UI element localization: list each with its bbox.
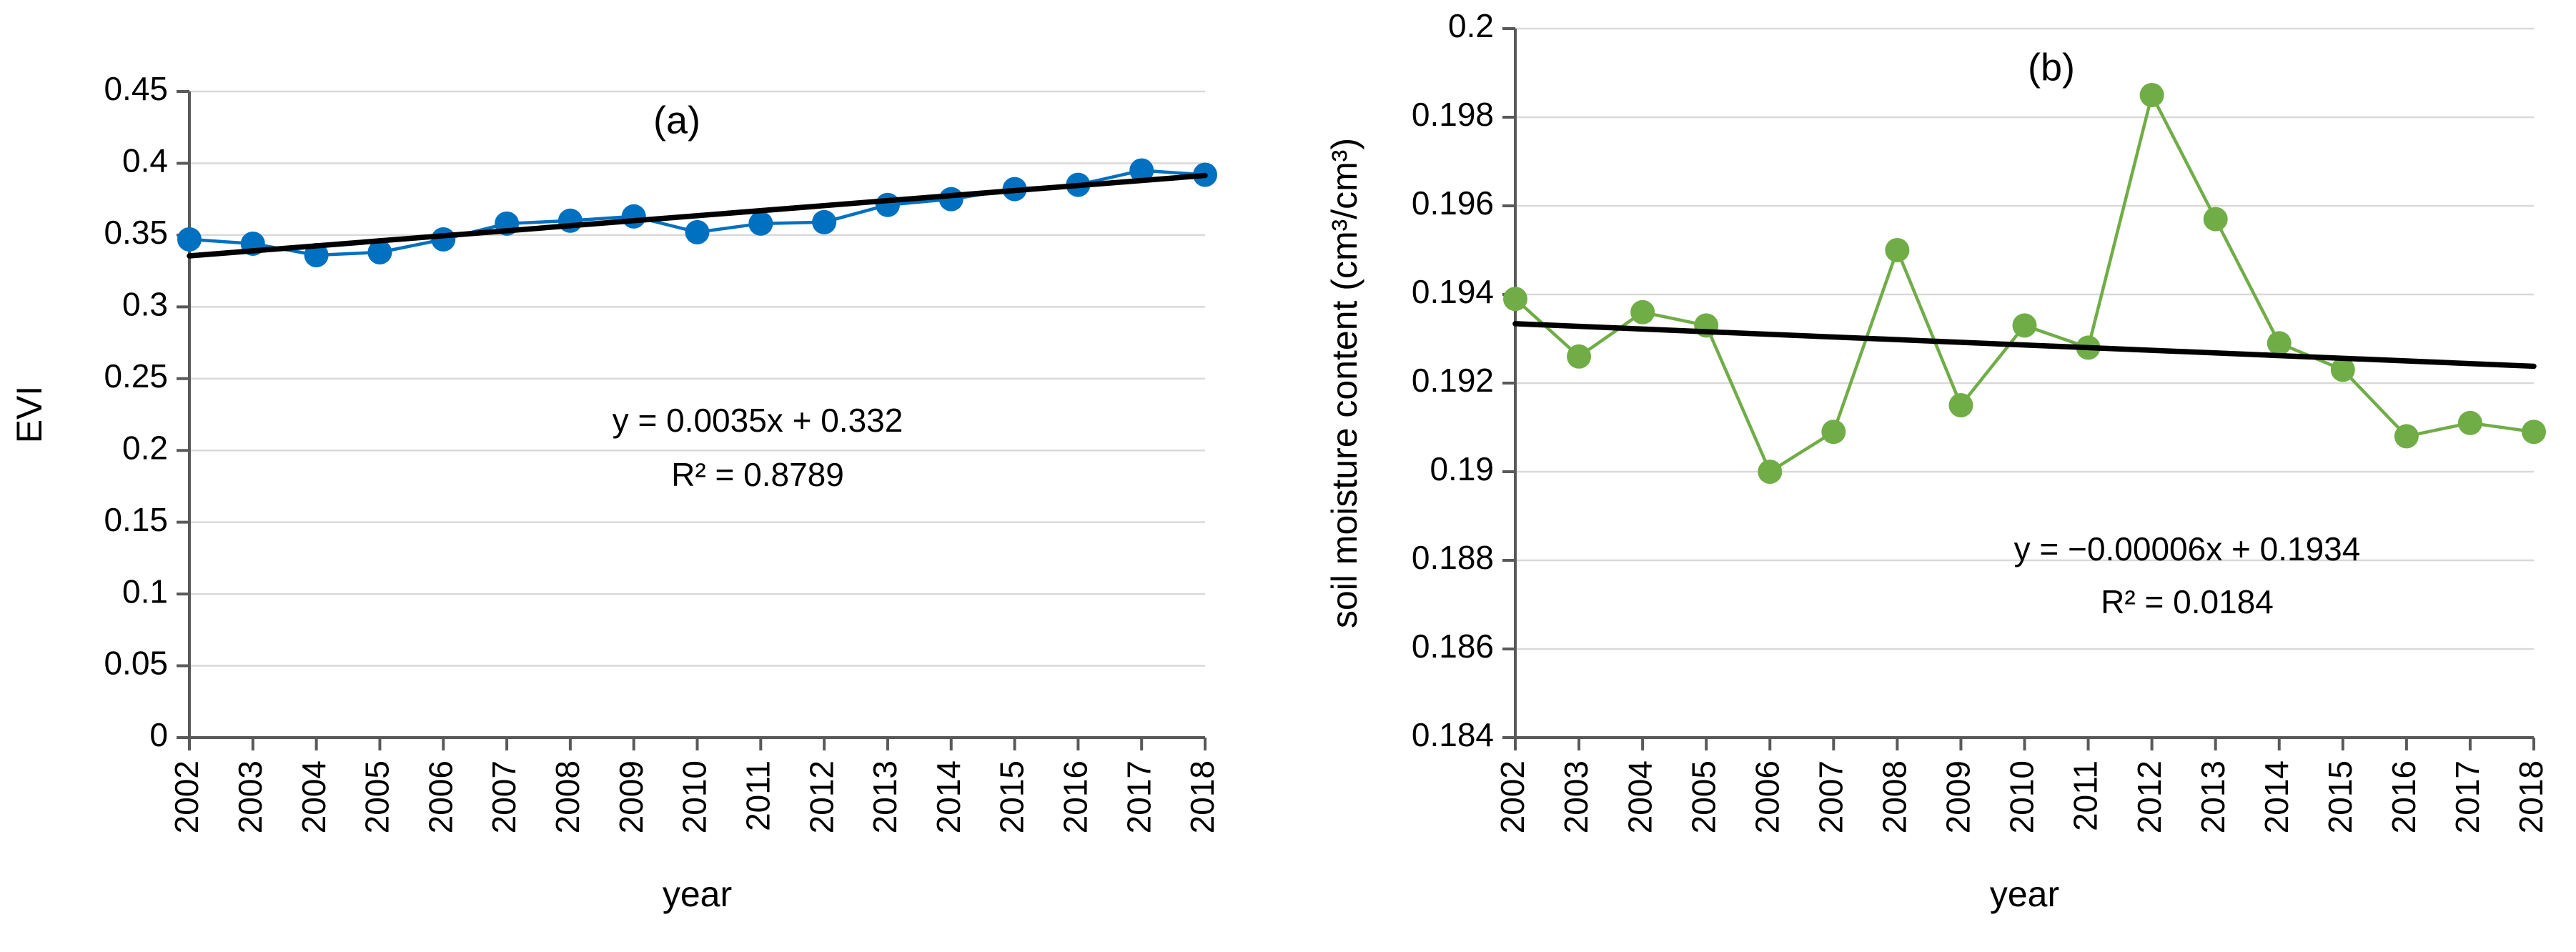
y-tick-label: 0.19 xyxy=(1430,450,1494,487)
x-tick-label: 2006 xyxy=(422,760,459,833)
data-point-2005 xyxy=(367,239,392,264)
x-tick-label: 2004 xyxy=(1621,760,1658,833)
data-point-2014 xyxy=(2267,331,2292,356)
x-tick-label: 2017 xyxy=(1120,760,1157,833)
data-point-2013 xyxy=(875,192,900,217)
y-tick-label: 0.3 xyxy=(122,285,168,322)
x-tick-label: 2013 xyxy=(866,760,903,833)
y-tick-label: 0.184 xyxy=(1412,716,1494,753)
x-tick-label: 2016 xyxy=(2385,760,2422,833)
y-tick-label: 0.45 xyxy=(104,70,168,107)
x-tick-label: 2015 xyxy=(2322,760,2359,833)
x-tick-label: 2003 xyxy=(1557,760,1595,833)
x-tick-label: 2007 xyxy=(485,760,522,833)
data-point-2010 xyxy=(685,219,710,244)
x-tick-label: 2003 xyxy=(232,760,269,833)
y-tick-label: 0.198 xyxy=(1412,96,1494,133)
data-point-2006 xyxy=(431,227,456,252)
x-tick-label: 2010 xyxy=(2003,760,2041,833)
y-tick-label: 0.194 xyxy=(1412,273,1494,310)
data-point-2017 xyxy=(1129,158,1154,183)
y-tick-label: 0.05 xyxy=(104,645,168,682)
y-tick-label: 0.188 xyxy=(1412,539,1494,576)
x-tick-label: 2014 xyxy=(2258,760,2295,833)
trend-line xyxy=(187,172,1208,259)
y-tick-label: 0.192 xyxy=(1412,362,1494,399)
x-tick-label: 2017 xyxy=(2449,760,2486,833)
x-tick-label: 2009 xyxy=(613,760,650,833)
y-tick-label: 0.4 xyxy=(122,142,168,179)
data-point-2003 xyxy=(1567,344,1592,369)
chart-panel-b: 0.184 0.186 0.188 0.19 0.192 0.194 0.196 0.198 0… xyxy=(1324,7,2550,914)
x-tick-label: 2011 xyxy=(739,760,776,831)
data-point-2006 xyxy=(1758,460,1783,484)
x-tick-label: 2008 xyxy=(549,760,586,833)
y-tick-label: 0.2 xyxy=(1448,7,1494,44)
y-tick-label: 0.2 xyxy=(122,429,168,466)
data-point-2018 xyxy=(2522,420,2546,445)
y-tick-label: 0.15 xyxy=(104,501,168,538)
x-tick-label: 2005 xyxy=(1685,760,1722,833)
trend-equation: y = −0.00006x + 0.1934 xyxy=(2014,530,2361,567)
data-point-2008 xyxy=(1885,238,1910,262)
y-tick-label: 0 xyxy=(149,716,168,753)
x-tick-label: 2014 xyxy=(930,760,967,833)
x-tick-label: 2004 xyxy=(295,760,332,833)
series-line xyxy=(1514,93,2535,474)
x-tick-label: 2010 xyxy=(676,760,713,833)
x-tick-label: 2016 xyxy=(1057,760,1094,833)
trend-r-squared: R² = 0.0184 xyxy=(2101,583,2274,620)
data-point-2017 xyxy=(2457,410,2482,435)
y-tick-label: 0.186 xyxy=(1412,628,1494,665)
x-tick-label: 2008 xyxy=(1876,760,1913,833)
trend-equation: y = 0.0035x + 0.332 xyxy=(613,402,903,439)
data-point-2016 xyxy=(2394,424,2419,449)
y-axis-title: soil moisture content (cm³/cm³) xyxy=(1324,138,1364,628)
x-tick-label: 2006 xyxy=(1748,760,1785,833)
data-point-2009 xyxy=(1948,393,1973,417)
data-point-2002 xyxy=(177,227,202,252)
data-point-2004 xyxy=(304,243,329,268)
x-tick-label: 2013 xyxy=(2194,760,2231,833)
data-point-2009 xyxy=(621,204,646,229)
data-point-2010 xyxy=(2012,313,2037,338)
panel-label: (b) xyxy=(2028,46,2075,89)
x-tick-label: 2012 xyxy=(803,760,840,833)
data-point-2004 xyxy=(1630,299,1655,324)
data-point-2007 xyxy=(1821,420,1846,445)
y-tick-label: 0.1 xyxy=(122,572,168,610)
x-tick-label: 2007 xyxy=(1812,760,1849,833)
trend-r-squared: R² = 0.8789 xyxy=(671,456,844,493)
data-point-2013 xyxy=(2203,207,2228,232)
x-tick-label: 2011 xyxy=(2067,760,2104,831)
x-tick-label: 2005 xyxy=(359,760,396,833)
data-point-2012 xyxy=(2139,83,2164,107)
data-point-2012 xyxy=(812,209,837,234)
x-tick-label: 2015 xyxy=(994,760,1031,833)
y-tick-label: 0.25 xyxy=(104,357,168,395)
panel-label: (a) xyxy=(653,99,700,142)
data-point-2008 xyxy=(558,208,583,233)
data-point-2011 xyxy=(748,211,773,236)
x-axis-title: year xyxy=(1990,874,2059,914)
x-tick-label: 2012 xyxy=(2131,760,2168,833)
data-point-2014 xyxy=(938,187,963,212)
x-axis-title: year xyxy=(663,874,732,914)
data-point-2002 xyxy=(1503,287,1527,312)
x-tick-label: 2018 xyxy=(2512,760,2550,833)
data-point-2015 xyxy=(2330,357,2355,382)
y-tick-label: 0.35 xyxy=(104,214,168,251)
x-tick-label: 2002 xyxy=(168,760,205,833)
x-tick-label: 2018 xyxy=(1184,760,1221,833)
y-axis-title: EVI xyxy=(9,386,49,444)
chart-panel-a: 0 0.05 0.1 0.15 0.2 0.25 0.3 0.35 0.4 0.45 2002 200… xyxy=(9,70,1221,914)
x-tick-label: 2002 xyxy=(1494,760,1531,833)
y-tick-label: 0.196 xyxy=(1412,184,1494,222)
trend-line xyxy=(1512,321,2537,370)
x-tick-label: 2009 xyxy=(1940,760,1977,833)
